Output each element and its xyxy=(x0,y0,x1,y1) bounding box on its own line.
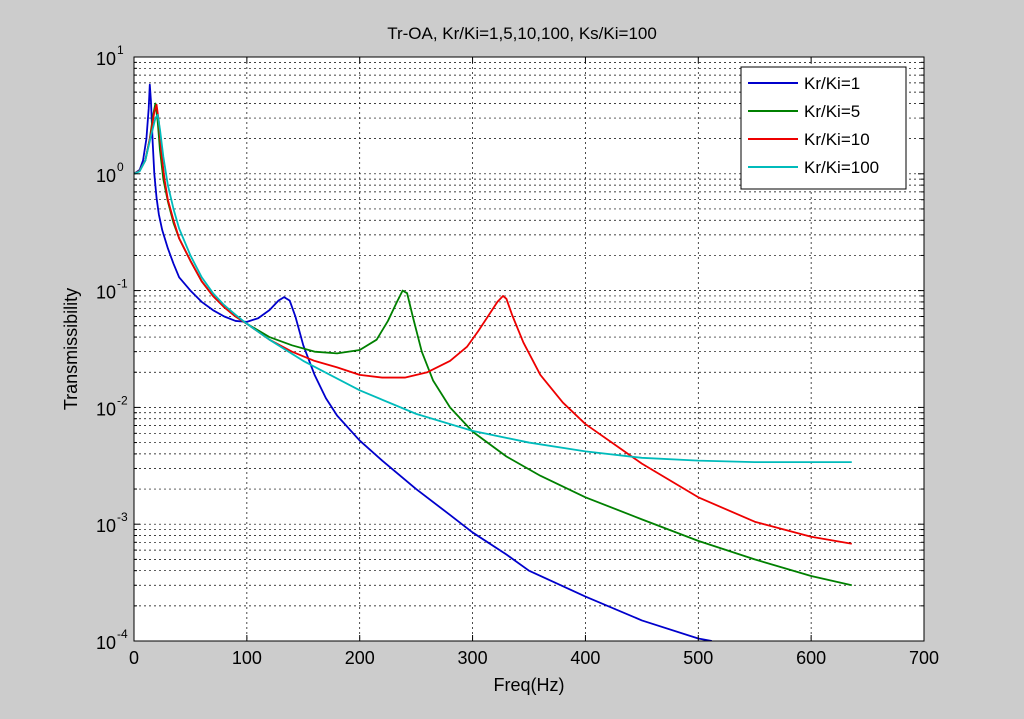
legend-label: Kr/Ki=1 xyxy=(804,74,860,93)
y-tick-exponent: -1 xyxy=(117,277,128,291)
x-tick-label: 200 xyxy=(345,648,375,668)
y-axis-label: Transmissibility xyxy=(61,288,81,410)
y-tick-exponent: 0 xyxy=(117,160,124,174)
x-tick-label: 600 xyxy=(796,648,826,668)
x-tick-labels: 0 100 200 300 400 500 600 700 xyxy=(129,648,939,668)
plot-area-frame xyxy=(133,56,925,642)
y-tick-label: 10 -1 xyxy=(96,277,128,303)
series-line-2 xyxy=(134,102,852,587)
y-tick-exponent: 1 xyxy=(117,43,124,57)
legend: Kr/Ki=1 Kr/Ki=5 Kr/Ki=10 Kr/Ki=100 xyxy=(740,66,907,190)
y-tick-base: 10 xyxy=(96,49,116,69)
axis-ticks xyxy=(133,57,925,641)
y-tick-label: 10 0 xyxy=(96,160,124,186)
y-tick-base: 10 xyxy=(96,283,116,303)
y-tick-exponent: -2 xyxy=(117,393,128,407)
y-tick-label: 10 -2 xyxy=(96,393,128,419)
x-tick-label: 300 xyxy=(458,648,488,668)
y-tick-exponent: -4 xyxy=(117,627,128,641)
legend-label: Kr/Ki=5 xyxy=(804,102,860,121)
series-line-4 xyxy=(134,113,852,464)
y-tick-base: 10 xyxy=(96,633,116,653)
legend-label: Kr/Ki=10 xyxy=(804,130,870,149)
y-tick-base: 10 xyxy=(96,516,116,536)
y-tick-base: 10 xyxy=(96,399,116,419)
grid-lines xyxy=(134,57,924,641)
legend-label: Kr/Ki=100 xyxy=(804,158,879,177)
x-tick-label: 700 xyxy=(909,648,939,668)
series-lines xyxy=(134,83,852,641)
legend-box xyxy=(740,66,907,190)
y-tick-label: 10 1 xyxy=(96,43,124,69)
x-tick-label: 400 xyxy=(570,648,600,668)
series-line-1 xyxy=(134,83,712,641)
y-tick-label: 10 -3 xyxy=(96,510,128,536)
x-tick-label: 100 xyxy=(232,648,262,668)
series-line-3 xyxy=(134,103,852,545)
y-tick-base: 10 xyxy=(96,166,116,186)
chart-title: Tr-OA, Kr/Ki=1,5,10,100, Ks/Ki=100 xyxy=(387,24,657,43)
y-tick-label: 10 -4 xyxy=(96,627,128,653)
y-tick-exponent: -3 xyxy=(117,510,128,524)
x-tick-label: 0 xyxy=(129,648,139,668)
x-tick-label: 500 xyxy=(683,648,713,668)
x-axis-label: Freq(Hz) xyxy=(494,675,565,695)
